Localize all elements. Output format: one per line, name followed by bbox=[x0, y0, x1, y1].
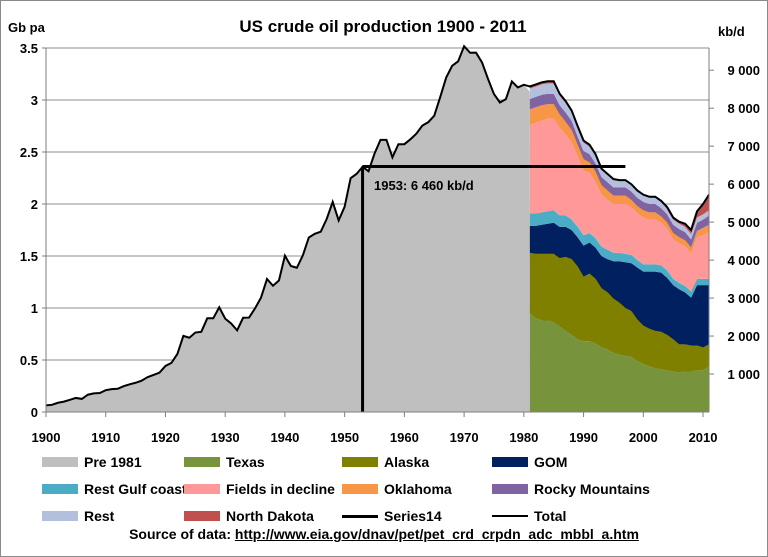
right-y-tick-label: 7 000 bbox=[727, 139, 760, 154]
legend-item-north-dakota: North Dakota bbox=[184, 506, 314, 526]
legend-swatch bbox=[342, 514, 378, 518]
annotation-label: 1953: 6 460 kb/d bbox=[374, 178, 474, 193]
legend-swatch bbox=[342, 457, 378, 467]
x-tick-label: 2010 bbox=[689, 430, 718, 445]
left-y-tick-label: 3 bbox=[31, 93, 38, 108]
area-rest bbox=[529, 83, 709, 240]
legend-item-fields-in-decline: Fields in decline bbox=[184, 479, 335, 499]
legend-label: Fields in decline bbox=[226, 481, 335, 497]
left-y-tick-label: 3.5 bbox=[20, 41, 38, 56]
right-y-tick-labels: 1 000 2 000 3 000 4 000 5 000 6 000 7 000 8 000… bbox=[727, 63, 760, 382]
right-axis-label: kb/d bbox=[718, 24, 745, 39]
right-y-tick-label: 3 000 bbox=[727, 291, 760, 306]
legend-swatch bbox=[492, 484, 528, 494]
right-y-tick-label: 8 000 bbox=[727, 101, 760, 116]
right-y-tick-label: 1 000 bbox=[727, 367, 760, 382]
x-tick-label: 1900 bbox=[32, 430, 61, 445]
left-y-tick-labels: 0 0.5 1 1.5 2 2.5 3 3.5 bbox=[20, 41, 38, 420]
legend-label: Total bbox=[534, 508, 567, 524]
area-fields-in-decline bbox=[529, 118, 709, 292]
stacked-areas bbox=[46, 46, 709, 413]
legend-item-texas: Texas bbox=[184, 452, 265, 472]
x-tick-label: 1980 bbox=[509, 430, 538, 445]
source-link[interactable]: http://www.eia.gov/dnav/pet/pet_crd_crpd… bbox=[234, 526, 639, 542]
x-tick-label: 1970 bbox=[450, 430, 479, 445]
legend-item-gom: GOM bbox=[492, 452, 567, 472]
x-tick-labels: 1900 1910 1920 1930 1940 1950 1960 1970 1980 1990… bbox=[32, 430, 718, 445]
total-line bbox=[45, 44, 710, 407]
legend-label: Texas bbox=[226, 454, 265, 470]
area-oklahoma bbox=[529, 104, 709, 254]
chart-title: US crude oil production 1900 - 2011 bbox=[239, 17, 526, 36]
legend-item-series14: Series14 bbox=[342, 506, 442, 526]
legend-swatch bbox=[42, 457, 78, 467]
right-y-tick-label: 2 000 bbox=[727, 329, 760, 344]
legend-label: Pre 1981 bbox=[84, 454, 142, 470]
series-lines bbox=[45, 44, 710, 412]
x-tick-label: 1940 bbox=[270, 430, 299, 445]
left-y-tick-label: 2 bbox=[31, 197, 38, 212]
legend-item-rocky-mountains: Rocky Mountains bbox=[492, 479, 650, 499]
legend-swatch bbox=[492, 457, 528, 467]
legend-row: Rest North Dakota Series14 Total bbox=[42, 506, 722, 533]
x-tick-label: 2000 bbox=[629, 430, 658, 445]
right-y-tick-label: 5 000 bbox=[727, 215, 760, 230]
legend-item-rest: Rest bbox=[42, 506, 114, 526]
x-tick-label: 1960 bbox=[390, 430, 419, 445]
legend-swatch bbox=[184, 511, 220, 521]
legend-label: Rocky Mountains bbox=[534, 481, 650, 497]
legend-swatch bbox=[342, 484, 378, 494]
legend-swatch bbox=[42, 484, 78, 494]
legend: Pre 1981 Texas Alaska GOM Rest Gulf coast Fie… bbox=[42, 452, 722, 533]
left-y-tick-label: 1 bbox=[31, 301, 38, 316]
left-y-tick-label: 0 bbox=[31, 405, 38, 420]
legend-label: Rest bbox=[84, 508, 115, 524]
left-y-tick-label: 2.5 bbox=[20, 145, 38, 160]
source-note: Source of data: http://www.eia.gov/dnav/… bbox=[0, 526, 768, 542]
area-alaska bbox=[529, 252, 709, 373]
legend-label: GOM bbox=[534, 454, 568, 470]
left-y-tick-label: 0.5 bbox=[20, 353, 38, 368]
area-gom bbox=[529, 222, 709, 348]
legend-item-pre-1981: Pre 1981 bbox=[42, 452, 142, 472]
x-tick-label: 1910 bbox=[91, 430, 120, 445]
x-tick-label: 1990 bbox=[569, 430, 598, 445]
left-axis-label: Gb pa bbox=[8, 20, 46, 35]
legend-item-oklahoma: Oklahoma bbox=[342, 479, 452, 499]
right-y-tick-label: 4 000 bbox=[727, 253, 760, 268]
legend-swatch bbox=[42, 511, 78, 521]
left-y-tick-label: 1.5 bbox=[20, 249, 38, 264]
area-rocky-mountains bbox=[529, 93, 709, 248]
legend-label: Oklahoma bbox=[384, 481, 452, 497]
area-texas bbox=[529, 313, 709, 412]
right-y-tick-label: 6 000 bbox=[727, 177, 760, 192]
legend-label: North Dakota bbox=[226, 508, 314, 524]
x-tick-label: 1920 bbox=[151, 430, 180, 445]
legend-swatch bbox=[492, 515, 528, 517]
oil-production-chart: US crude oil production 1900 - 2011 Gb p… bbox=[8, 17, 760, 445]
axes bbox=[42, 47, 714, 417]
source-prefix: Source of data: bbox=[129, 526, 235, 542]
legend-row: Rest Gulf coast Fields in decline Oklahoma… bbox=[42, 479, 722, 506]
legend-item-total: Total bbox=[492, 506, 566, 526]
legend-label: Rest Gulf coast bbox=[84, 481, 187, 497]
x-tick-label: 1930 bbox=[211, 430, 240, 445]
area-rest-gulf-coast bbox=[529, 210, 709, 298]
legend-label: Series14 bbox=[384, 508, 442, 524]
legend-row: Pre 1981 Texas Alaska GOM bbox=[42, 452, 722, 479]
legend-swatch bbox=[184, 484, 220, 494]
x-tick-label: 1950 bbox=[330, 430, 359, 445]
legend-item-rest-gulf-coast: Rest Gulf coast bbox=[42, 479, 187, 499]
legend-label: Alaska bbox=[384, 454, 430, 470]
legend-swatch bbox=[184, 457, 220, 467]
legend-item-alaska: Alaska bbox=[342, 452, 429, 472]
area-pre-1981 bbox=[46, 46, 530, 413]
right-y-tick-label: 9 000 bbox=[727, 63, 760, 78]
